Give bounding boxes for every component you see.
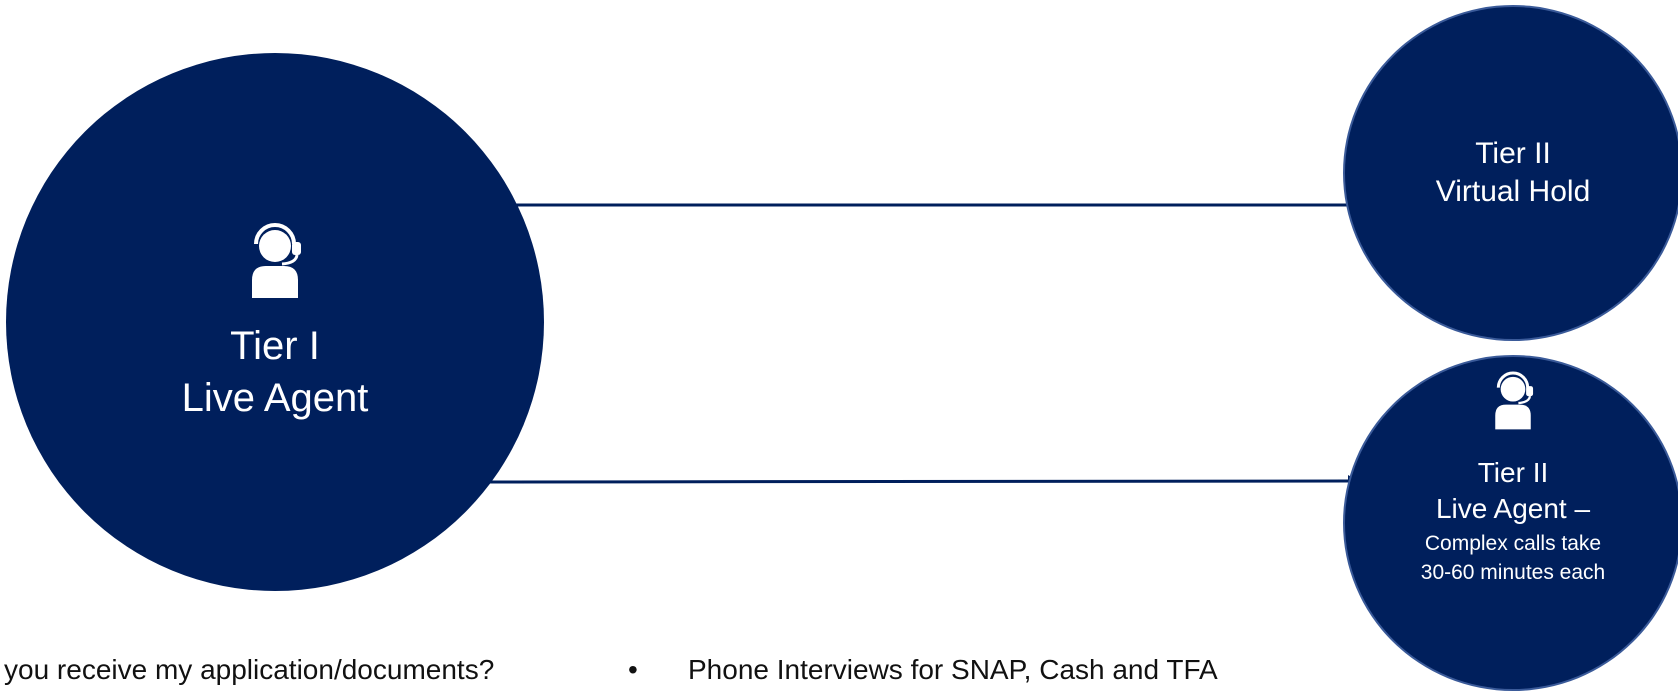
- tier2-live-detail: Complex calls take 30-60 minutes each: [1420, 532, 1606, 584]
- tier2-virtual-hold-node: Tier II Virtual Hold: [1343, 5, 1678, 341]
- tier2-live-sublabel: Live Agent –: [1435, 493, 1591, 524]
- tier2-live-agent-node: Tier II Live Agent – Complex calls take …: [1343, 355, 1678, 691]
- application-question-text: you receive my application/documents?: [4, 654, 495, 685]
- connector-to-live-agent: [487, 479, 1349, 484]
- tier2-virtual-label: Tier II: [1475, 137, 1551, 170]
- tier1-sublabel: Live Agent: [181, 376, 369, 420]
- tier2-virtual-sublabel: Virtual Hold: [1435, 175, 1591, 208]
- tier2-live-label: Tier II: [1477, 457, 1549, 488]
- tier1-live-agent-node: Tier I Live Agent: [6, 53, 544, 591]
- headset-agent-icon: [1495, 371, 1534, 430]
- bullet-marker: •: [628, 654, 638, 685]
- tier1-label: Tier I: [230, 324, 320, 368]
- headset-agent-icon: [252, 223, 301, 298]
- phone-interviews-text: Phone Interviews for SNAP, Cash and TFA: [688, 654, 1218, 685]
